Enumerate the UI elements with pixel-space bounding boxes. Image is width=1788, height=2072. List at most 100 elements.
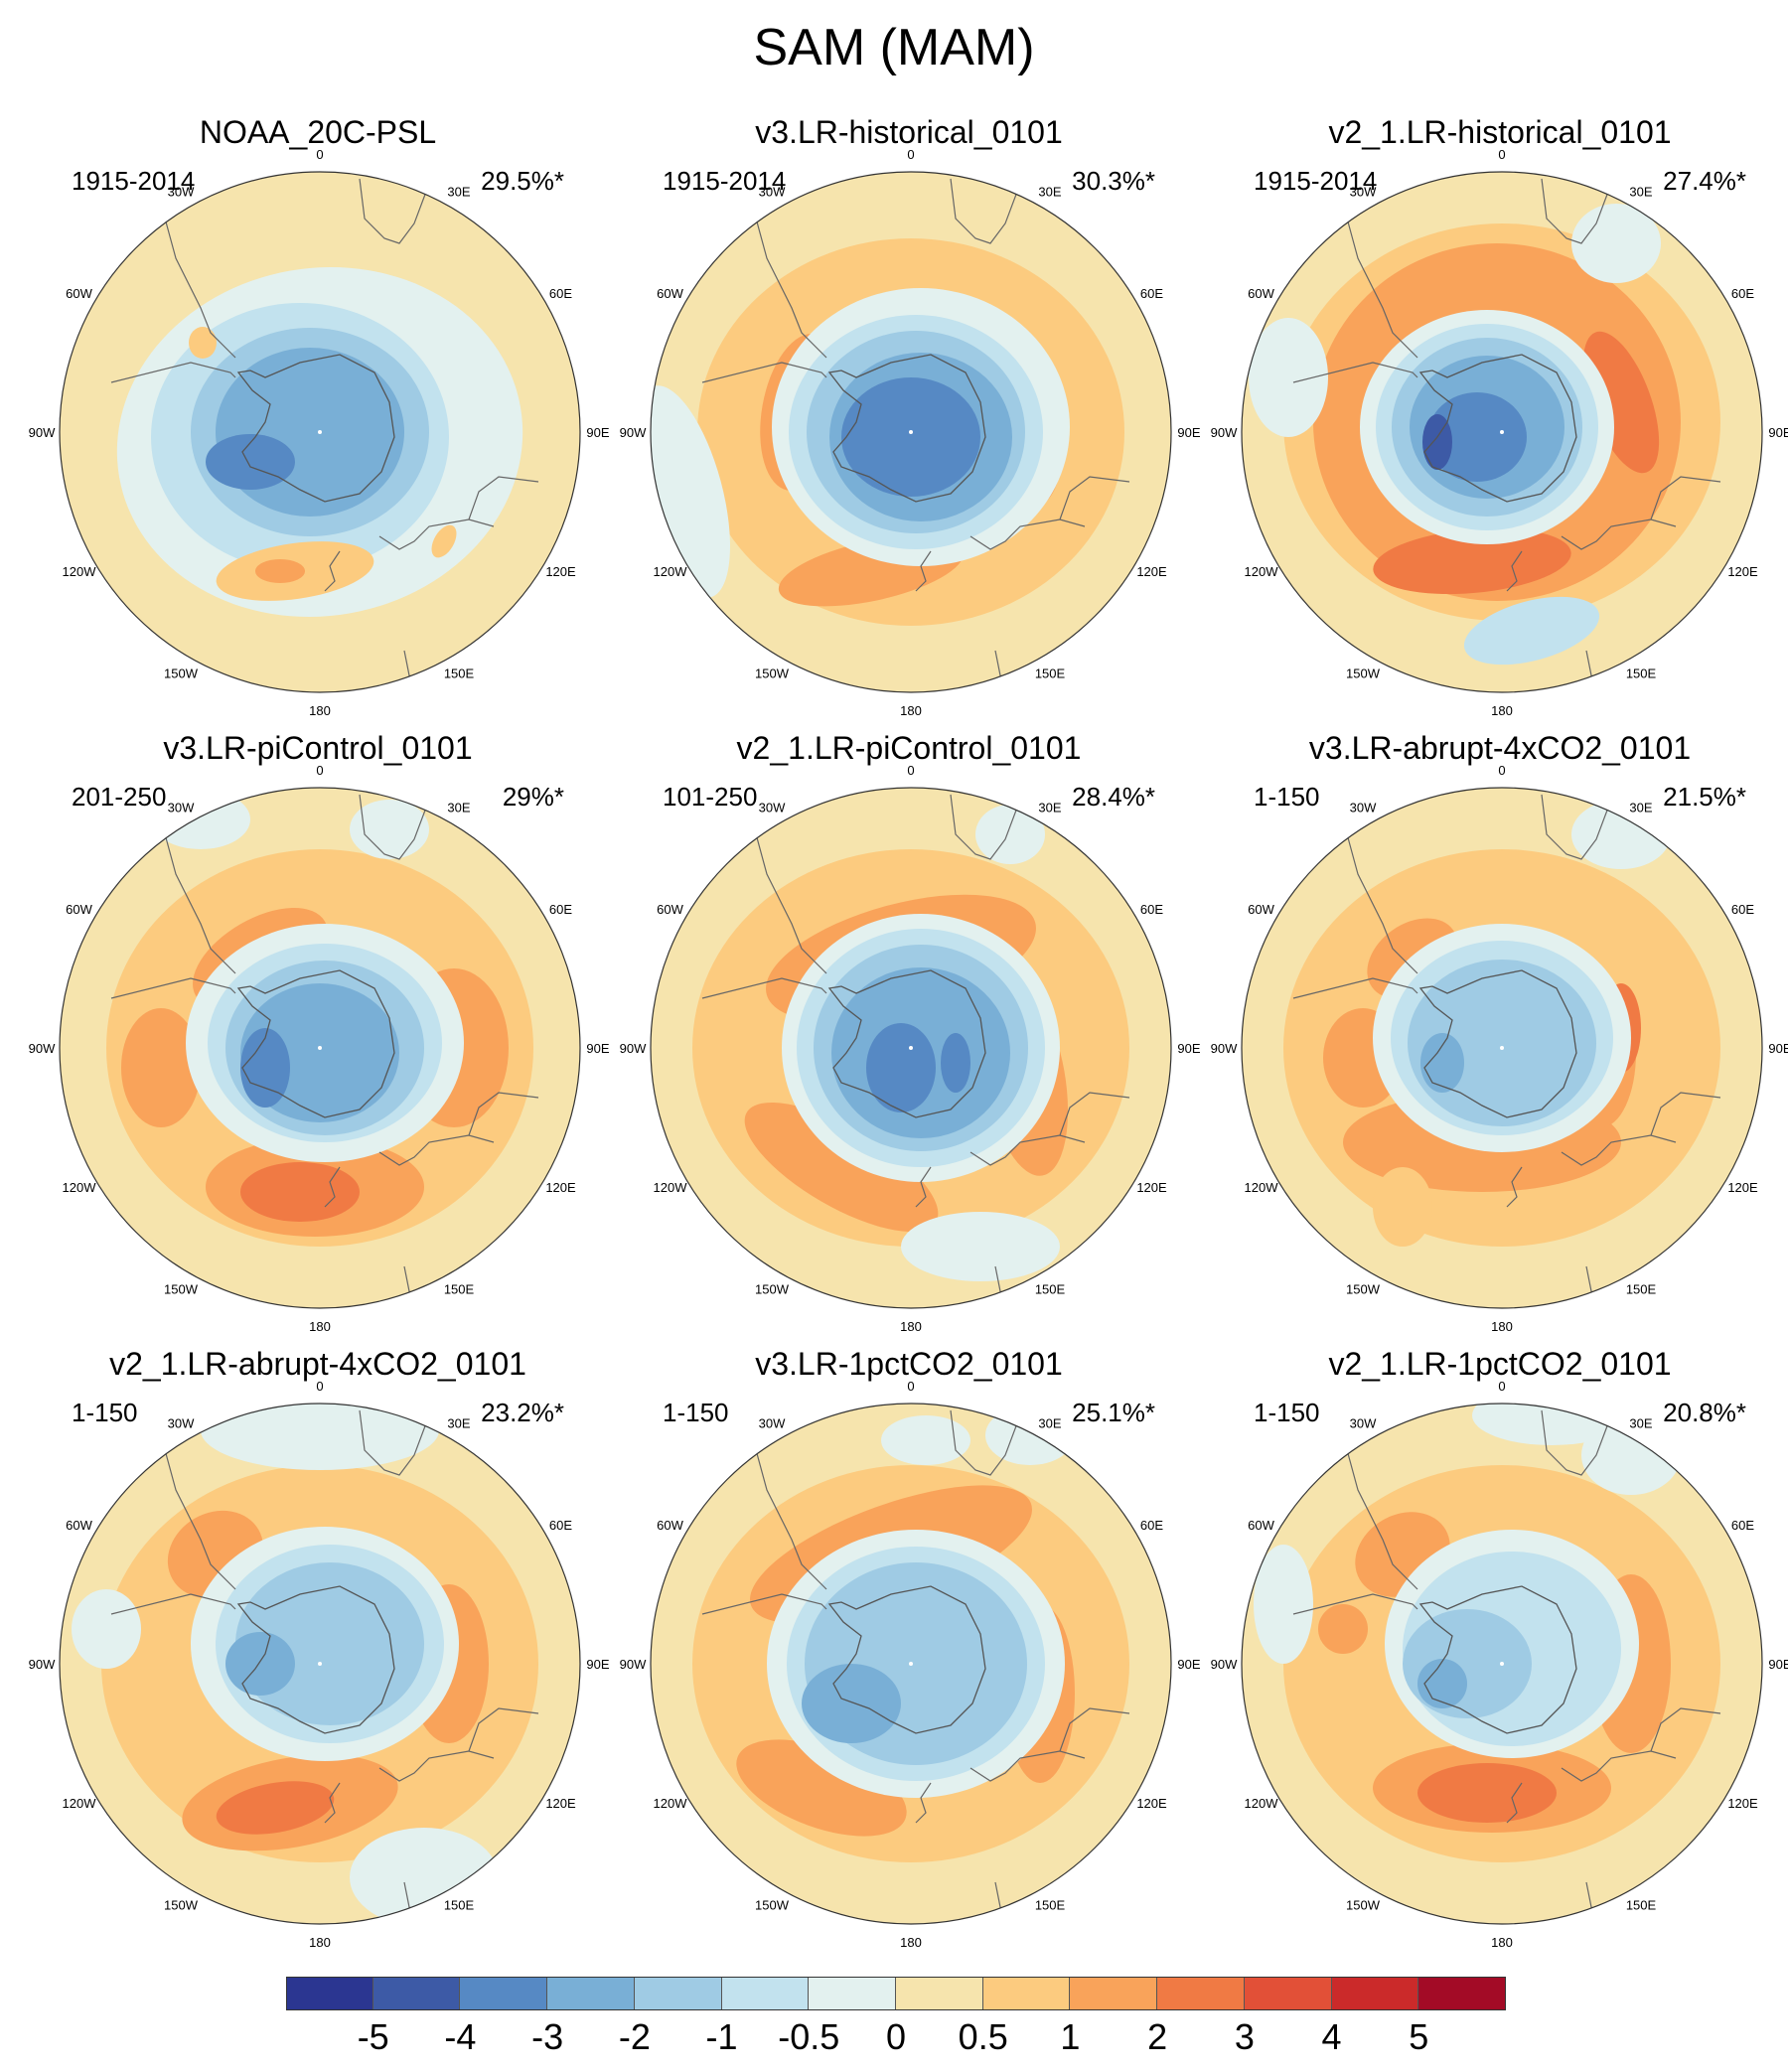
- longitude-label: 120E: [545, 1180, 576, 1195]
- longitude-label: 60W: [657, 286, 683, 301]
- continent-coastline: [950, 178, 1021, 244]
- colorbar-tick-label: -4: [444, 2016, 477, 2057]
- colorbar-tick-label: 5: [1409, 2016, 1429, 2057]
- pressure-anomaly-region: [350, 800, 429, 859]
- longitude-label: 120E: [545, 1796, 576, 1811]
- continent-coastline: [160, 1434, 236, 1590]
- longitude-label: 60E: [549, 902, 572, 917]
- longitude-label: 180: [309, 1319, 331, 1334]
- map-boundary: [59, 1403, 581, 1925]
- longitude-label: 30W: [759, 801, 786, 815]
- longitude-label: 120E: [1136, 1796, 1167, 1811]
- colorbar-tick-label: 4: [1321, 2016, 1342, 2057]
- colorbar-segment: [372, 1977, 461, 2010]
- continent-coastline: [1506, 1166, 1523, 1208]
- map-panel: v2_1.LR-piControl_0101 101-250 28.4%* 0 30E 6…: [611, 730, 1207, 1346]
- longitude-label: 0: [907, 1379, 914, 1394]
- pressure-anomaly-region: [1373, 527, 1571, 595]
- map-panel: v3.LR-abrupt-4xCO2_0101 1-150 21.5%* 0 30E 60…: [1202, 730, 1788, 1346]
- longitude-label: 150E: [1035, 1898, 1066, 1913]
- longitude-label: 90W: [620, 1041, 647, 1056]
- longitude-label: 60E: [1140, 902, 1163, 917]
- longitude-label: 0: [1498, 147, 1505, 162]
- continent-coastline: [1650, 476, 1721, 520]
- continent-coastline: [751, 203, 827, 359]
- longitude-label: 60E: [549, 286, 572, 301]
- antarctica-coastline: [1418, 354, 1577, 503]
- map-boundary: [1241, 1403, 1763, 1925]
- antarctica-coastline: [236, 354, 395, 503]
- continent-coastline: [1342, 1434, 1418, 1590]
- pressure-anomaly-region: [1373, 1167, 1432, 1247]
- panel-variance: 20.8%*: [1663, 1398, 1746, 1427]
- south-pole-marker: [318, 1046, 322, 1050]
- map-boundary: [59, 787, 581, 1309]
- longitude-label: 150E: [444, 1282, 475, 1297]
- longitude-label: 90W: [1211, 425, 1238, 440]
- panel-period: 1915-2014: [663, 166, 787, 196]
- longitude-label: 90E: [586, 1041, 609, 1056]
- longitude-label: 30W: [168, 801, 195, 815]
- longitude-label: 30W: [1350, 185, 1377, 200]
- longitude-label: 60W: [66, 286, 92, 301]
- longitude-label: 30W: [168, 185, 195, 200]
- longitude-label: 60W: [1248, 902, 1274, 917]
- longitude-label: 30E: [1038, 801, 1061, 815]
- longitude-label: 120E: [1136, 1180, 1167, 1195]
- pressure-anomaly-region: [1472, 1404, 1631, 1445]
- colorbar-tick-label: -5: [357, 2016, 389, 2057]
- longitude-label: 90E: [1177, 425, 1200, 440]
- pressure-anomaly-region: [225, 1632, 295, 1696]
- longitude-label: 150W: [1346, 1282, 1381, 1297]
- panel-title: v2_1.LR-1pctCO2_0101: [1328, 1346, 1672, 1382]
- colorbar-tick-label: 3: [1234, 2016, 1255, 2057]
- colorbar-tick-label: 0: [885, 2016, 907, 2057]
- map-boundary: [1241, 787, 1763, 1309]
- longitude-label: 150E: [1035, 1282, 1066, 1297]
- panel-title: v2_1.LR-historical_0101: [1328, 114, 1672, 150]
- antarctica-coastline: [1418, 969, 1577, 1118]
- longitude-label: 90W: [29, 1041, 56, 1056]
- longitude-label: 30E: [447, 185, 470, 200]
- longitude-label: 90E: [1177, 1657, 1200, 1672]
- continent-coastline: [1541, 1409, 1612, 1476]
- south-pole-marker: [1500, 1662, 1504, 1666]
- longitude-label: 150E: [1626, 666, 1657, 681]
- longitude-label: 150E: [1626, 1898, 1657, 1913]
- longitude-label: 0: [907, 147, 914, 162]
- continent-coastline: [915, 1166, 932, 1208]
- longitude-label: 60E: [1140, 286, 1163, 301]
- panel-variance: 25.1%*: [1072, 1398, 1155, 1427]
- longitude-label: 120E: [545, 564, 576, 579]
- longitude-label: 30W: [1350, 801, 1377, 815]
- pressure-anomaly-region: [1254, 1545, 1313, 1664]
- longitude-label: 90W: [29, 425, 56, 440]
- pressure-anomaly-region: [1318, 1604, 1368, 1654]
- longitude-label: 30E: [1038, 1416, 1061, 1431]
- panel-variance: 29%*: [502, 782, 564, 812]
- longitude-label: 120W: [654, 1180, 688, 1195]
- longitude-label: 90E: [1177, 1041, 1200, 1056]
- longitude-label: 180: [900, 1319, 922, 1334]
- longitude-label: 90E: [1768, 425, 1788, 440]
- colorbar-segment: [460, 1977, 548, 2010]
- pressure-anomaly-region: [1427, 392, 1527, 482]
- continent-coastline: [160, 203, 236, 359]
- longitude-label: 180: [900, 1935, 922, 1950]
- pressure-anomaly-region: [881, 1415, 970, 1465]
- polar-map: 0 30E 60E 90E 120E 150E 180 150W 120W 90W 60W 30W: [29, 1379, 610, 1950]
- continent-coastline: [1292, 977, 1418, 999]
- longitude-label: 60E: [1140, 1518, 1163, 1533]
- colorbar-tick-label: 2: [1147, 2016, 1168, 2057]
- panel-period: 1-150: [663, 1398, 729, 1427]
- colorbar-segment: [1244, 1977, 1332, 2010]
- continent-coastline: [359, 178, 430, 244]
- continent-coastline: [1059, 476, 1130, 520]
- continent-coastline: [324, 550, 341, 592]
- continent-coastline: [1059, 1092, 1130, 1136]
- longitude-label: 180: [1491, 703, 1513, 718]
- continent-coastline: [1561, 1134, 1677, 1166]
- pressure-anomaly-region: [1417, 1763, 1557, 1823]
- panel-variance: 30.3%*: [1072, 166, 1155, 196]
- continent-coastline: [160, 818, 236, 974]
